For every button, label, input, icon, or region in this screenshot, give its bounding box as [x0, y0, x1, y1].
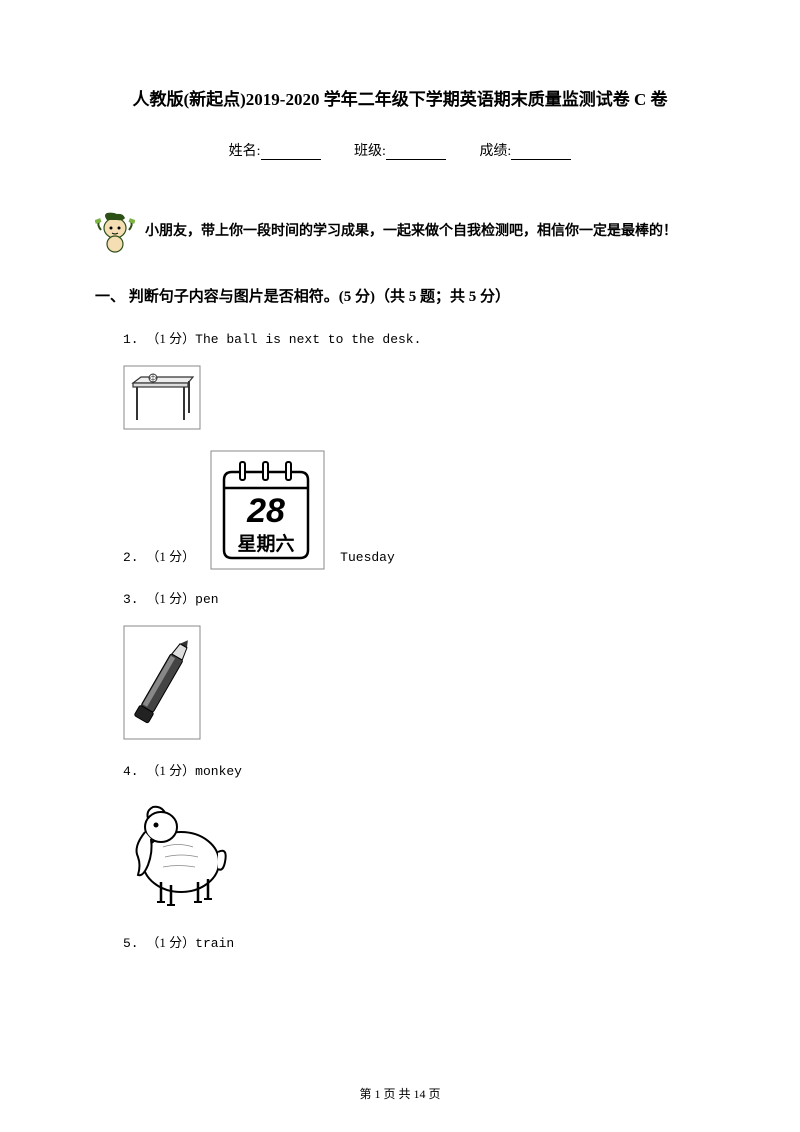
- question-5: 5. （1 分）train: [123, 932, 705, 951]
- question-3-image: [123, 625, 705, 740]
- intro-row: 小朋友，带上你一段时间的学习成果，一起来做个自我检测吧，相信你一定是最棒的！: [95, 210, 705, 255]
- question-1: 1. （1 分）The ball is next to the desk.: [123, 328, 705, 347]
- name-label: 姓名:: [229, 144, 321, 159]
- class-blank[interactable]: [386, 146, 446, 160]
- question-1-image: [123, 365, 705, 430]
- question-2: 2. （1 分） 28 星期六 Tuesday: [123, 450, 705, 570]
- page-footer: 第 1 页 共 14 页: [0, 1085, 800, 1102]
- svg-text:星期六: 星期六: [238, 532, 295, 555]
- intro-text: 小朋友，带上你一段时间的学习成果，一起来做个自我检测吧，相信你一定是最棒的！: [145, 221, 677, 243]
- svg-text:28: 28: [246, 492, 285, 530]
- question-3: 3. （1 分）pen: [123, 588, 705, 607]
- question-2-image: 28 星期六: [210, 450, 325, 570]
- question-4: 4. （1 分）monkey: [123, 760, 705, 779]
- score-label: 成绩:: [479, 144, 571, 159]
- exam-title: 人教版(新起点)2019-2020 学年二年级下学期英语期末质量监测试卷 C 卷: [95, 85, 705, 110]
- question-4-image: [123, 797, 705, 912]
- section-header: 一、 判断句子内容与图片是否相符。(5 分)（共 5 题；共 5 分）: [95, 285, 705, 306]
- student-info-row: 姓名: 班级: 成绩:: [95, 140, 705, 160]
- class-label: 班级:: [354, 144, 446, 159]
- score-blank[interactable]: [511, 146, 571, 160]
- question-2-word: Tuesday: [340, 550, 395, 570]
- name-blank[interactable]: [261, 146, 321, 160]
- mascot-icon: [95, 210, 135, 255]
